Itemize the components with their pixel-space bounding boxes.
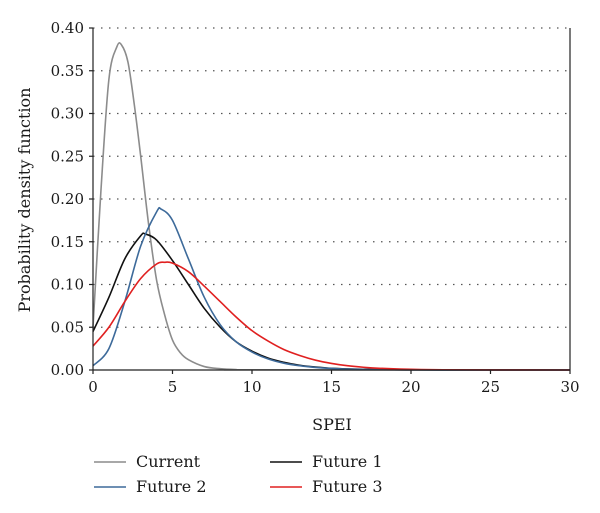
y-tick-label-2: 0.10: [51, 276, 84, 294]
series-line-future-2: [92, 206, 571, 371]
series-line-future-3: [92, 261, 571, 371]
x-tick-label-6: 30: [560, 378, 579, 396]
y-tick-label-0: 0.00: [51, 361, 84, 379]
legend-label-future-1: Future 1: [312, 452, 383, 471]
series-line-current: [92, 42, 571, 371]
x-tick-label-0: 0: [88, 378, 98, 396]
x-tick-label-1: 5: [168, 378, 178, 396]
x-tick-label-3: 15: [322, 378, 341, 396]
legend-label-current: Current: [136, 452, 201, 471]
y-tick-label-5: 0.25: [51, 147, 84, 165]
y-tick-label-7: 0.35: [51, 62, 84, 80]
legend: Current Future 1 Future 2 Future 3: [94, 452, 383, 496]
legend-label-future-2: Future 2: [136, 477, 207, 496]
legend-label-future-3: Future 3: [312, 477, 383, 496]
y-tick-labels: 0.00 0.05 0.10 0.15 0.20 0.25 0.30 0.35 0.40: [51, 19, 84, 379]
x-tick-label-5: 25: [481, 378, 500, 396]
series-lines: [92, 42, 571, 371]
axes: [89, 27, 571, 374]
x-tick-label-4: 20: [401, 378, 420, 396]
y-tick-label-6: 0.30: [51, 105, 84, 123]
x-tick-label-2: 10: [242, 378, 261, 396]
y-tick-label-3: 0.15: [51, 233, 84, 251]
grid-lines: [93, 27, 570, 328]
y-tick-label-8: 0.40: [51, 19, 84, 37]
y-tick-label-4: 0.20: [51, 190, 84, 208]
x-axis-label: SPEI: [312, 415, 352, 434]
y-tick-label-1: 0.05: [51, 318, 84, 336]
y-axis-label: Probability density function: [15, 88, 34, 313]
x-tick-labels: 0 5 10 15 20 25 30: [88, 378, 579, 396]
series-line-future-1: [92, 232, 571, 371]
